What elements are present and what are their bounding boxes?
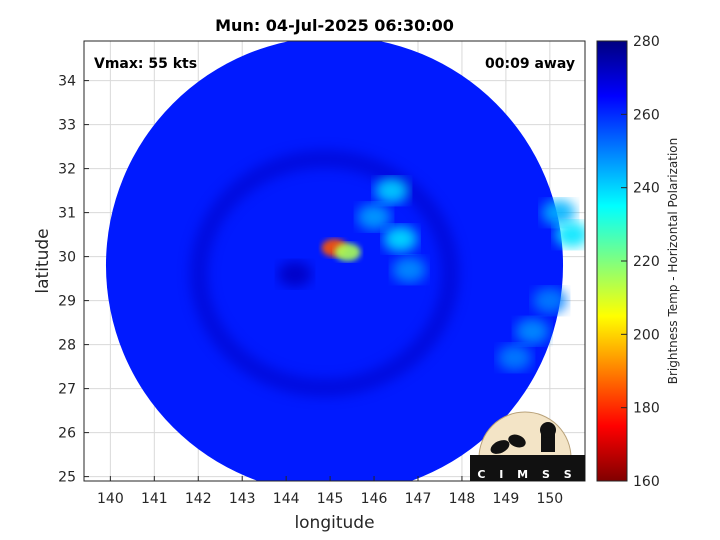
colorbar-tick-label: 220 bbox=[633, 254, 660, 270]
convective-feature-7 bbox=[554, 221, 585, 248]
x-tick-label: 148 bbox=[449, 491, 476, 507]
x-tick-label: 144 bbox=[273, 491, 300, 507]
cimss-logo: C I M S S bbox=[470, 411, 585, 481]
x-tick-label: 142 bbox=[185, 491, 212, 507]
y-tick-label: 26 bbox=[58, 426, 76, 442]
colorbar-tick-label: 260 bbox=[633, 107, 660, 123]
colorbar-label: Brightness Temp - Horizontal Polarizatio… bbox=[666, 138, 680, 385]
x-axis-label: longitude bbox=[294, 513, 374, 533]
brightness-temp-swath bbox=[106, 41, 563, 481]
swath-disk bbox=[106, 41, 563, 481]
colorbar-tick-label: 280 bbox=[633, 34, 660, 50]
x-tick-label: 147 bbox=[405, 491, 432, 507]
logo-dish-left bbox=[490, 440, 510, 454]
logo-water-tower-tank bbox=[540, 422, 556, 438]
y-tick-label: 27 bbox=[58, 382, 76, 398]
logo-dish-right bbox=[508, 434, 526, 448]
convective-feature-2 bbox=[374, 177, 409, 204]
convective-feature-8 bbox=[515, 318, 550, 345]
x-tick-label: 146 bbox=[361, 491, 388, 507]
y-axis-ticks: 25 26 27 28 29 30 31 32 33 34 bbox=[58, 74, 89, 486]
convective-feature-11 bbox=[277, 261, 312, 288]
convective-feature-6 bbox=[541, 199, 576, 226]
x-tick-label: 145 bbox=[317, 491, 344, 507]
y-axis-label: latitude bbox=[33, 228, 53, 293]
convective-features bbox=[277, 177, 585, 371]
x-tick-label: 143 bbox=[229, 491, 256, 507]
y-tick-label: 30 bbox=[58, 250, 76, 266]
vmax-annotation: Vmax: 55 kts bbox=[94, 56, 197, 72]
y-tick-label: 34 bbox=[58, 74, 76, 90]
y-tick-label: 31 bbox=[58, 206, 76, 222]
x-tick-label: 140 bbox=[97, 491, 124, 507]
colorbar-ticks: 160 180 200 220 240 260 280 bbox=[621, 34, 660, 490]
convective-feature-4 bbox=[357, 204, 392, 230]
time-away-annotation: 00:09 away bbox=[485, 56, 575, 72]
colorbar-tick-label: 180 bbox=[633, 401, 660, 417]
convective-feature-3 bbox=[383, 226, 418, 252]
y-tick-label: 32 bbox=[58, 162, 76, 178]
convective-feature-1 bbox=[334, 243, 361, 262]
colorbar-tick-label: 240 bbox=[633, 181, 660, 197]
spiral-band bbox=[189, 150, 460, 397]
chart-title: Mun: 04-Jul-2025 06:30:00 bbox=[215, 16, 454, 35]
convective-feature-9 bbox=[497, 344, 532, 371]
x-axis-ticks: 140 141 142 143 144 145 146 147 148 149 150 bbox=[97, 476, 563, 507]
convective-feature-5 bbox=[392, 256, 427, 283]
plot-frame bbox=[83, 40, 586, 482]
y-tick-label: 25 bbox=[58, 470, 76, 486]
colorbar-tick-label: 160 bbox=[633, 474, 660, 490]
y-tick-label: 28 bbox=[58, 338, 76, 354]
x-tick-label: 149 bbox=[493, 491, 520, 507]
x-tick-label: 141 bbox=[141, 491, 168, 507]
convective-feature-10 bbox=[532, 287, 567, 314]
logo-building bbox=[470, 455, 585, 481]
y-tick-label: 29 bbox=[58, 294, 76, 310]
logo-text: C I M S S bbox=[477, 468, 576, 481]
y-tick-label: 33 bbox=[58, 118, 76, 134]
x-tick-label: 150 bbox=[536, 491, 563, 507]
colorbar-tick-label: 200 bbox=[633, 327, 660, 343]
